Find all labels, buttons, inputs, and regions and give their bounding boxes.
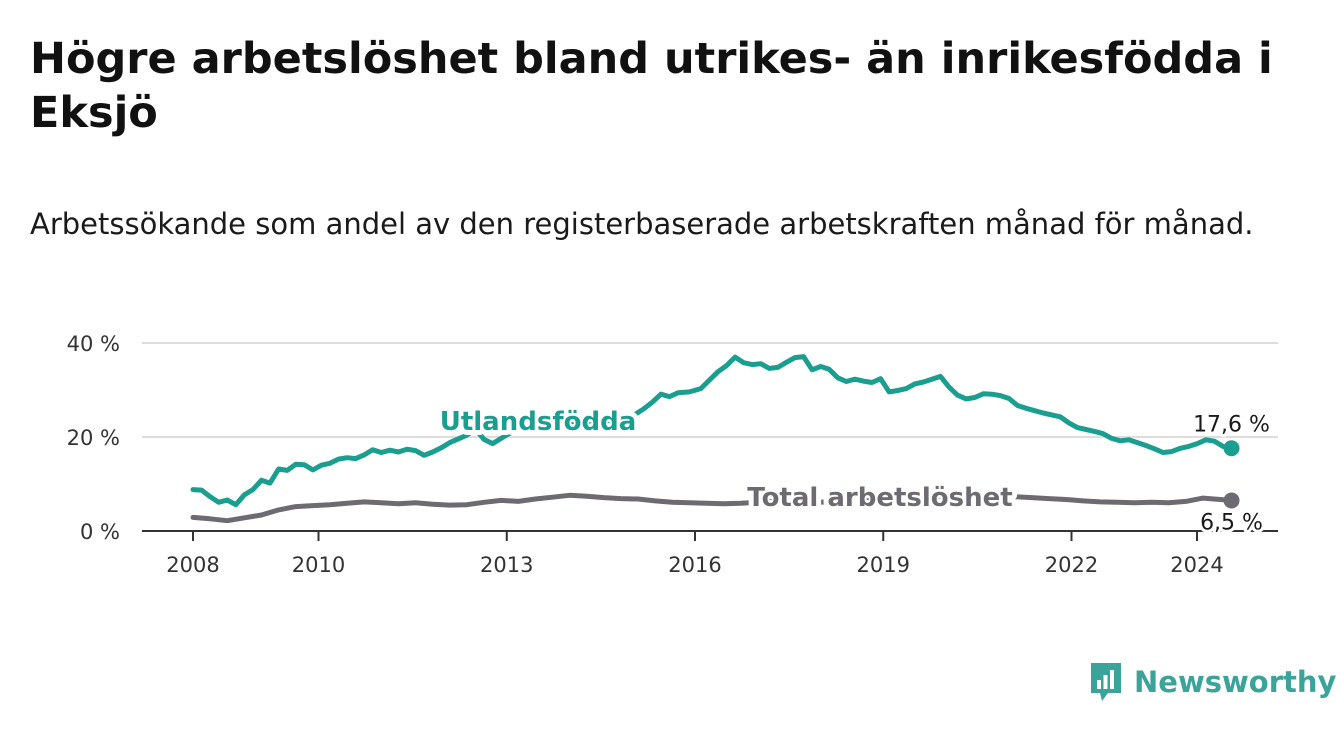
y-tick-label: 40 % [67,332,120,356]
series-name-halo: Total arbetslöshet [747,483,1012,513]
series-end-marker [1223,492,1240,509]
series-name-label: Utlandsfödda [440,407,637,437]
x-tick-label: 2013 [480,553,533,577]
series-name-halo: Utlandsfödda [440,407,637,437]
x-tick-label: 2019 [857,553,910,577]
x-tick-label: 2024 [1170,553,1223,577]
end-value-halo: 17,6 % [1193,412,1270,437]
end-value-label: 6,5 % [1200,510,1263,535]
x-tick-label: 2022 [1045,553,1098,577]
brand-footer: Newsworthy [1088,660,1336,704]
x-tick-label: 2016 [668,553,721,577]
x-axis-ticks: 2008 2010 2013 2016 2019 2022 2024 [166,531,1224,577]
end-value-halo: 6,5 % [1200,510,1263,535]
y-tick-label: 20 % [67,426,120,450]
chart-title: Högre arbetslöshet bland utrikes- än inr… [30,34,1273,138]
series-lines [190,354,1240,524]
series-end-marker [1223,440,1240,457]
x-tick-label: 2008 [166,553,219,577]
series-name-label: Total arbetslöshet [747,483,1012,513]
series-line-0 [190,354,1234,508]
series-line-1 [190,491,1234,524]
y-axis-ticks: 0 % 20 % 40 % [67,332,120,544]
line-chart: 0 % 20 % 40 % 2008 2010 2013 2016 2019 2022 2024… [67,332,1278,577]
end-value-label: 17,6 % [1193,412,1270,437]
y-tick-label: 0 % [80,520,120,544]
x-tick-label: 2010 [292,553,345,577]
gridlines [142,342,1278,438]
bar-chart-logo-icon [1091,663,1121,701]
chart-subtitle: Arbetssökande som andel av den registerb… [30,207,1254,241]
brand-name: Newsworthy [1134,665,1337,699]
